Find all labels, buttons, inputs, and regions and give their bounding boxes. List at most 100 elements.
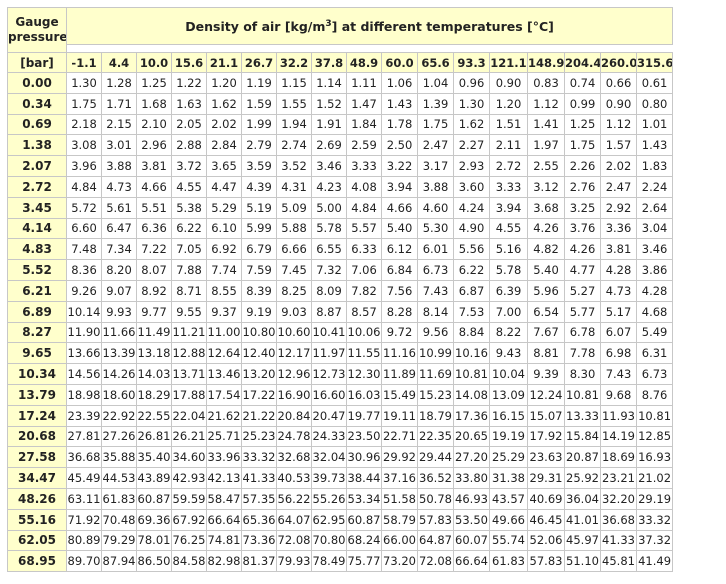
density-cell: 8.81 [527,342,565,365]
density-cell: 8.71 [171,279,207,302]
pressure-cell: 10.34 [7,363,67,385]
density-cell: 36.04 [564,487,601,510]
density-cell: 3.65 [206,155,242,177]
pressure-cell: 4.14 [7,217,67,240]
density-cell: 12.40 [241,342,277,365]
pressure-cell: 6.89 [7,300,67,323]
density-cell: 3.72 [171,155,207,177]
density-cell: 1.97 [527,134,565,157]
density-cell: 7.67 [527,321,565,344]
density-cell: 4.26 [564,238,601,261]
density-cell: 15.49 [381,383,418,406]
density-cell: 3.22 [381,155,418,177]
density-cell: 5.72 [66,196,102,219]
density-cell: 55.74 [489,529,528,552]
density-cell: 76.25 [171,529,207,552]
density-cell: 1.75 [417,113,454,136]
density-cell: 2.10 [136,113,172,136]
density-cell: 8.28 [381,300,418,323]
density-cell: 0.74 [564,72,601,94]
density-cell: 5.56 [453,238,490,261]
density-cell: 27.26 [101,425,137,448]
density-cell: 3.81 [136,155,172,177]
pressure-cell: 2.72 [7,175,67,198]
density-cell: 3.68 [527,196,565,219]
density-cell: 9.56 [417,321,454,344]
density-cell: 53.34 [346,487,382,510]
density-cell: 3.86 [635,259,674,281]
density-cell: 7.59 [241,259,277,281]
density-cell: 51.10 [564,550,601,573]
density-cell: 4.55 [171,175,207,198]
pressure-label: pressure [8,30,67,44]
density-cell: 6.31 [635,342,674,365]
density-cell: 18.98 [66,383,102,406]
density-cell: 3.08 [66,134,102,157]
table-row: 13.79 18.98 18.60 18.29 17.88 17.54 17.22 16.90… [7,383,674,406]
density-cell: 63.11 [66,487,102,510]
density-cell: 7.78 [564,342,601,365]
table-row: 0.69 2.18 2.15 2.10 2.05 2.02 1.99 1.94 1.91 1.84… [7,113,674,136]
density-cell: 3.12 [527,175,565,198]
density-cell: 0.83 [527,72,565,94]
density-cell: 7.48 [66,238,102,261]
density-cell: 9.39 [527,363,565,385]
density-cell: 3.52 [276,155,312,177]
density-cell: 9.55 [171,300,207,323]
density-cell: 23.39 [66,404,102,427]
density-cell: 1.55 [276,92,312,115]
density-cell: 86.50 [136,550,172,573]
density-cell: 3.59 [241,155,277,177]
density-cell: 4.84 [66,175,102,198]
table-row: 0.00 1.30 1.28 1.25 1.22 1.20 1.19 1.15 1.14 1.11… [7,72,674,94]
density-cell: 14.03 [136,363,172,385]
density-cell: 18.69 [600,446,637,469]
density-cell: 7.45 [276,259,312,281]
temperature-header: 93.3 [453,52,490,73]
density-cell: 2.11 [489,134,528,157]
density-table-container: Gauge pressure Density of air [kg/m3] at… [7,7,674,573]
density-cell: 1.94 [276,113,312,136]
density-cell: 61.83 [489,550,528,573]
density-cell: 2.02 [206,113,242,136]
density-cell: 20.84 [276,404,312,427]
density-cell: 45.49 [66,467,102,489]
density-cell: 0.61 [635,72,674,94]
density-cell: 3.60 [453,175,490,198]
density-cell: 6.55 [311,238,347,261]
density-cell: 3.94 [381,175,418,198]
density-cell: 56.22 [276,487,312,510]
density-cell: 8.14 [417,300,454,323]
density-cell: 23.63 [527,446,565,469]
density-cell: 10.99 [417,342,454,365]
density-cell: 6.66 [276,238,312,261]
density-cell: 66.64 [453,550,490,573]
density-cell: 29.44 [417,446,454,469]
density-cell: 1.12 [527,92,565,115]
density-cell: 2.27 [453,134,490,157]
density-cell: 7.22 [136,238,172,261]
density-cell: 14.19 [600,425,637,448]
table-row: 1.38 3.08 3.01 2.96 2.88 2.84 2.79 2.74 2.69 2.59… [7,134,674,157]
density-cell: 5.19 [241,196,277,219]
density-cell: 21.02 [635,467,674,489]
density-cell: 2.79 [241,134,277,157]
density-cell: 4.23 [311,175,347,198]
density-cell: 40.53 [276,467,312,489]
density-cell: 21.22 [241,404,277,427]
density-cell: 1.04 [417,72,454,94]
density-cell: 64.07 [276,508,312,531]
density-cell: 49.66 [489,508,528,531]
density-cell: 0.66 [600,72,637,94]
density-cell: 33.96 [206,446,242,469]
table-row: 3.45 5.72 5.61 5.51 5.38 5.29 5.19 5.09 5.00 4.84… [7,196,674,219]
density-cell: 40.69 [527,487,565,510]
pressure-cell: 0.69 [7,113,67,136]
density-cell: 7.53 [453,300,490,323]
density-cell: 1.91 [311,113,347,136]
density-cell: 2.05 [171,113,207,136]
density-cell: 1.51 [489,113,528,136]
pressure-cell: 68.95 [7,550,67,573]
density-cell: 1.71 [101,92,137,115]
density-cell: 68.24 [346,529,382,552]
